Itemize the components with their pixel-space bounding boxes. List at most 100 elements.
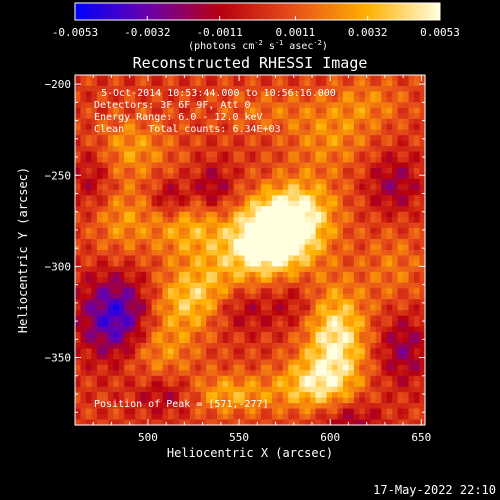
heatmap-cell (167, 178, 175, 185)
heatmap-cell (381, 337, 388, 344)
heatmap-cell (244, 353, 251, 360)
heatmap-cell (414, 239, 421, 246)
heatmap-cell (91, 370, 98, 377)
heatmap-cell (332, 266, 339, 273)
heatmap-cell (206, 266, 213, 273)
heatmap-cell (255, 173, 262, 180)
heatmap-cell (386, 403, 393, 410)
heatmap-cell (282, 332, 289, 339)
heatmap-cell (293, 392, 300, 399)
heatmap-cell (85, 315, 93, 322)
heatmap-cell (206, 277, 213, 284)
heatmap-cell (80, 206, 87, 213)
heatmap-cell (146, 342, 153, 350)
heatmap-cell (184, 157, 191, 164)
heatmap-cell (167, 266, 175, 273)
heatmap-cell (173, 370, 180, 377)
heatmap-cell (91, 167, 98, 175)
heatmap-cell (178, 397, 185, 404)
heatmap-cell (353, 91, 360, 98)
heatmap-cell (85, 381, 93, 388)
heatmap-cell (293, 228, 300, 235)
heatmap-cell (135, 75, 142, 82)
heatmap-cell (140, 326, 147, 333)
heatmap-cell (222, 222, 229, 229)
heatmap-cell (239, 271, 246, 278)
heatmap-cell (96, 255, 103, 262)
heatmap-cell (266, 178, 273, 185)
heatmap-cell (282, 151, 289, 158)
heatmap-cell (244, 222, 251, 229)
heatmap-cell (140, 233, 147, 240)
heatmap-cell (85, 151, 93, 158)
heatmap-cell (348, 337, 355, 344)
heatmap-cell (288, 222, 295, 229)
heatmap-cell (359, 233, 366, 240)
heatmap-cell (408, 326, 415, 333)
heatmap-cell (189, 217, 196, 224)
heatmap-cell (233, 157, 240, 164)
heatmap-cell (304, 266, 311, 273)
heatmap-cell (178, 239, 185, 246)
heatmap-cell (381, 233, 388, 240)
heatmap-cell (85, 414, 93, 421)
heatmap-cell (233, 189, 240, 196)
heatmap-cell (151, 381, 158, 388)
heatmap-cell (173, 304, 180, 311)
heatmap-cell (113, 184, 120, 191)
heatmap-cell (200, 157, 207, 164)
heatmap-cell (102, 118, 109, 125)
heatmap-cell (228, 381, 235, 388)
heatmap-cell (184, 244, 191, 251)
heatmap-cell (217, 342, 224, 350)
heatmap-cell (342, 228, 350, 235)
heatmap-cell (239, 129, 246, 136)
heatmap-cell (211, 310, 218, 317)
heatmap-cell (419, 364, 426, 371)
heatmap-cell (348, 200, 355, 207)
heatmap-cell (85, 124, 93, 131)
heatmap-cell (195, 419, 202, 426)
heatmap-cell (414, 359, 421, 366)
heatmap-cell (217, 364, 224, 371)
heatmap-cell (195, 206, 202, 213)
heatmap-cell (250, 146, 257, 153)
heatmap-cell (85, 140, 93, 147)
heatmap-cell (266, 370, 273, 377)
heatmap-cell (135, 250, 142, 257)
heatmap-cell (113, 315, 120, 322)
heatmap-cell (408, 392, 415, 399)
heatmap-cell (277, 282, 284, 289)
heatmap-cell (239, 386, 246, 393)
heatmap-cell (151, 414, 158, 421)
heatmap-cell (167, 386, 175, 393)
heatmap-cell (250, 222, 257, 229)
heatmap-cell (359, 157, 366, 164)
heatmap-cell (353, 364, 360, 371)
heatmap-cell (184, 408, 191, 415)
heatmap-cell (277, 233, 284, 240)
heatmap-cell (118, 403, 125, 410)
heatmap-cell (129, 342, 136, 350)
heatmap-cell (91, 397, 98, 404)
heatmap-cell (178, 304, 185, 311)
heatmap-cell (173, 178, 180, 185)
heatmap-cell (244, 370, 251, 377)
heatmap-cell (375, 96, 382, 103)
heatmap-cell (244, 277, 251, 284)
heatmap-cell (244, 397, 251, 404)
heatmap-cell (91, 91, 98, 98)
heatmap-cell (299, 370, 306, 377)
heatmap-cell (332, 250, 339, 257)
heatmap-cell (386, 397, 393, 404)
heatmap-cell (184, 151, 191, 158)
heatmap-cell (255, 332, 262, 339)
heatmap-cell (271, 315, 278, 322)
heatmap-cell (195, 195, 202, 202)
heatmap-cell (370, 228, 377, 235)
heatmap-cell (304, 167, 311, 175)
heatmap-cell (266, 260, 273, 268)
heatmap-cell (129, 195, 136, 202)
heatmap-cell (414, 195, 421, 202)
heatmap-cell (157, 113, 164, 120)
